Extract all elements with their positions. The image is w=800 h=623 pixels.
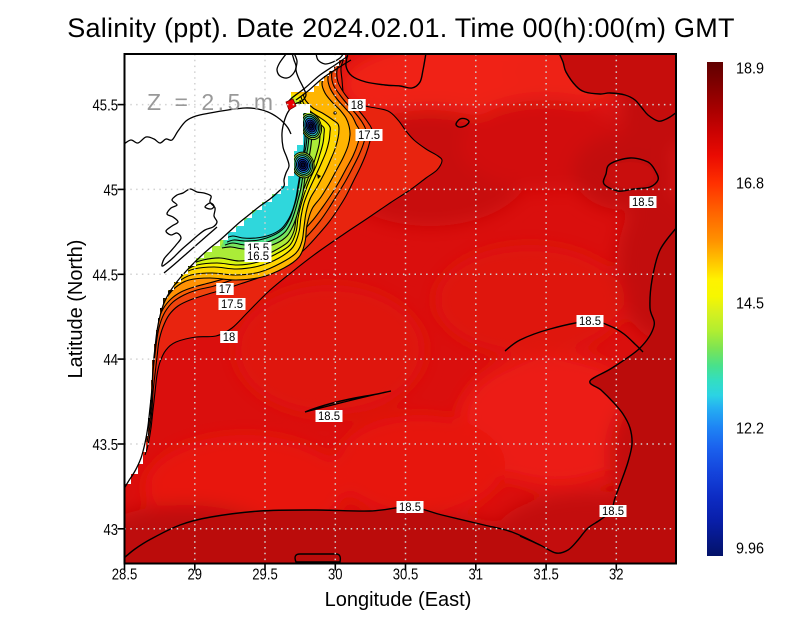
svg-text:17.5: 17.5 bbox=[358, 128, 380, 142]
svg-text:18: 18 bbox=[223, 330, 236, 344]
svg-text:16.5: 16.5 bbox=[247, 249, 269, 263]
svg-text:44: 44 bbox=[104, 352, 119, 369]
svg-text:18.5: 18.5 bbox=[399, 500, 421, 514]
svg-text:9.96: 9.96 bbox=[736, 541, 764, 558]
svg-text:29: 29 bbox=[188, 567, 203, 584]
svg-text:17: 17 bbox=[219, 282, 232, 296]
svg-text:32: 32 bbox=[609, 567, 624, 584]
svg-text:29.5: 29.5 bbox=[252, 567, 278, 584]
svg-text:18.5: 18.5 bbox=[579, 314, 601, 328]
svg-text:16.8: 16.8 bbox=[736, 176, 764, 193]
svg-text:31: 31 bbox=[469, 567, 484, 584]
svg-text:18: 18 bbox=[351, 98, 364, 112]
svg-text:12.2: 12.2 bbox=[736, 421, 764, 438]
svg-text:17.5: 17.5 bbox=[221, 297, 243, 311]
svg-text:45.5: 45.5 bbox=[93, 98, 119, 115]
svg-text:43.5: 43.5 bbox=[93, 437, 119, 454]
svg-text:14.5: 14.5 bbox=[736, 296, 764, 313]
svg-text:18.5: 18.5 bbox=[632, 195, 654, 209]
svg-text:Latitude (North): Latitude (North) bbox=[65, 240, 87, 379]
svg-text:30: 30 bbox=[328, 567, 343, 584]
svg-text:Longitude (East): Longitude (East) bbox=[325, 589, 472, 611]
svg-text:28.5: 28.5 bbox=[112, 567, 138, 584]
svg-text:18.5: 18.5 bbox=[602, 504, 624, 518]
svg-text:43: 43 bbox=[104, 522, 119, 539]
svg-text:44.5: 44.5 bbox=[93, 267, 119, 284]
svg-text:Salinity (ppt). Date 2024.02.0: Salinity (ppt). Date 2024.02.01. Time 00… bbox=[67, 13, 735, 43]
svg-text:18.5: 18.5 bbox=[318, 409, 340, 423]
svg-text:45: 45 bbox=[104, 182, 119, 199]
svg-text:30.5: 30.5 bbox=[393, 567, 419, 584]
svg-text:18.9: 18.9 bbox=[736, 61, 764, 78]
svg-text:Z = 2.5 m: Z = 2.5 m bbox=[147, 89, 273, 115]
svg-text:31.5: 31.5 bbox=[533, 567, 559, 584]
